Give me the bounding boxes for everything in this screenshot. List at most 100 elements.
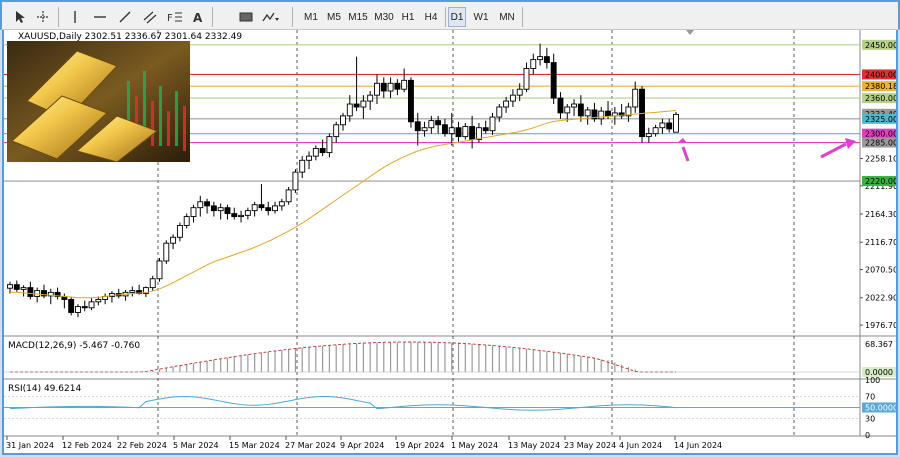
timeframe-m15[interactable]: M15 bbox=[348, 11, 368, 23]
annotation-arrow-head bbox=[845, 138, 856, 149]
candle-body bbox=[421, 127, 428, 132]
candle-body bbox=[496, 106, 503, 118]
chart-shift-marker[interactable] bbox=[686, 30, 694, 35]
price-level-tag[interactable] bbox=[862, 93, 898, 104]
candle-body bbox=[618, 112, 625, 117]
text-icon[interactable]: A bbox=[188, 7, 208, 27]
candle-body bbox=[326, 136, 333, 154]
price-level-tag-label: 2400.00 bbox=[865, 70, 898, 79]
candle-body bbox=[408, 79, 414, 123]
more-shapes-icon[interactable] bbox=[261, 7, 281, 27]
price-level-tag[interactable] bbox=[862, 176, 898, 187]
candle-body bbox=[673, 113, 679, 133]
price-level-tag[interactable] bbox=[862, 69, 898, 80]
candle-body bbox=[149, 278, 156, 289]
price-level-tag[interactable] bbox=[862, 108, 898, 119]
price-level-tag[interactable] bbox=[862, 128, 898, 139]
candle-body bbox=[394, 82, 401, 90]
candle-body bbox=[13, 284, 20, 290]
macd-value-tag bbox=[862, 367, 896, 377]
candle-body bbox=[285, 189, 292, 203]
moving-average-line bbox=[10, 110, 677, 299]
candle-body bbox=[142, 287, 149, 294]
date-axis-label: 5 Mar 2024 bbox=[173, 441, 219, 450]
timeframe-h4[interactable]: H4 bbox=[424, 11, 438, 23]
price-axis-label: 2070.50 bbox=[865, 266, 898, 275]
trendline-icon[interactable] bbox=[115, 7, 135, 27]
chart-window[interactable]: 2258.10 2211.90 2164.30 2116.70 2070.50 2022.… bbox=[2, 30, 898, 455]
rsi-axis-label: 100 bbox=[865, 376, 880, 385]
horizontal-line-icon[interactable] bbox=[90, 7, 110, 27]
candle-body bbox=[441, 124, 448, 135]
candle-body bbox=[448, 127, 455, 135]
candle-body bbox=[197, 201, 204, 209]
timeframe-mn[interactable]: MN bbox=[499, 11, 515, 23]
candle-body bbox=[516, 88, 523, 96]
candle-body bbox=[605, 110, 611, 117]
price-level-tag[interactable] bbox=[862, 81, 898, 92]
candle-body bbox=[251, 204, 258, 212]
fibonacci-icon[interactable]: F bbox=[165, 7, 185, 27]
candle-body bbox=[530, 59, 537, 69]
timeframe-w1[interactable]: W1 bbox=[473, 11, 489, 23]
toolbar-separator bbox=[292, 7, 293, 27]
candle-body bbox=[489, 116, 496, 132]
svg-text:F: F bbox=[167, 13, 173, 24]
candle-body bbox=[231, 213, 238, 218]
price-level-tag-label: 2360.00 bbox=[865, 94, 898, 103]
rectangle-icon[interactable] bbox=[236, 7, 256, 27]
price-level-tag-label: 2220.00 bbox=[865, 177, 898, 186]
timeframe-m5[interactable]: M5 bbox=[327, 11, 341, 23]
candle-body bbox=[374, 82, 380, 96]
candle-body bbox=[625, 106, 632, 117]
timeframe-m30[interactable]: M30 bbox=[374, 11, 394, 23]
candle-body bbox=[41, 290, 47, 297]
candle-body bbox=[258, 204, 265, 209]
price-level-tag[interactable] bbox=[862, 39, 898, 50]
candle-body bbox=[319, 147, 326, 154]
candle-body bbox=[509, 94, 516, 102]
price-level-tag-label: 2380.18 bbox=[865, 82, 898, 91]
rsi-axis-label: 70 bbox=[865, 393, 875, 402]
timeframe-d1[interactable]: D1 bbox=[448, 7, 466, 27]
candle-body bbox=[244, 210, 251, 216]
date-axis-label: 4 Jun 2024 bbox=[619, 441, 662, 450]
date-axis-label: 22 Feb 2024 bbox=[117, 441, 167, 450]
vertical-line-icon[interactable] bbox=[65, 7, 85, 27]
price-level-tag[interactable] bbox=[862, 113, 898, 124]
price-axis-label: 2116.70 bbox=[865, 238, 898, 247]
price-level-tag-label: 2300.00 bbox=[865, 130, 898, 139]
candle-body bbox=[475, 127, 482, 141]
candle-body bbox=[238, 214, 245, 218]
candle-body bbox=[163, 242, 170, 262]
macd-axis-label: 0.0000 bbox=[865, 368, 893, 377]
price-axis-label: 2211.90 bbox=[865, 182, 898, 191]
candle-body bbox=[550, 62, 557, 99]
timeframe-h1[interactable]: H1 bbox=[401, 11, 415, 23]
crosshair-icon[interactable] bbox=[33, 7, 53, 27]
candle-body bbox=[577, 103, 584, 117]
candle-body bbox=[299, 159, 306, 173]
candle-body bbox=[47, 291, 54, 297]
price-level-tag[interactable] bbox=[862, 137, 898, 148]
date-axis-label: 9 Apr 2024 bbox=[340, 441, 384, 450]
candle-body bbox=[27, 287, 34, 297]
channel-icon[interactable] bbox=[140, 7, 160, 27]
symbol-info: XAUUSD,Daily 2302.51 2336.67 2301.64 233… bbox=[18, 32, 242, 42]
candle-body bbox=[659, 122, 666, 129]
cursor-icon[interactable] bbox=[10, 7, 30, 27]
candle-body bbox=[88, 301, 95, 309]
price-level-tag-label: 2450.00 bbox=[865, 41, 898, 50]
rsi-indicator-label: RSI(14) 49.6214 bbox=[8, 384, 81, 394]
candle-body bbox=[360, 100, 367, 108]
toolbar-separator bbox=[58, 7, 59, 27]
price-axis-label: 1976.70 bbox=[865, 321, 898, 330]
timeframe-m1[interactable]: M1 bbox=[304, 11, 318, 23]
candle-body bbox=[81, 306, 88, 309]
candle-body bbox=[557, 97, 564, 114]
candle-body bbox=[503, 100, 510, 108]
candle-body bbox=[340, 115, 346, 126]
macd-text: MACD(12,26,9) -5.467 -0.760 bbox=[8, 341, 141, 351]
candle-body bbox=[428, 120, 435, 129]
symbol-text: XAUUSD,Daily 2302.51 2336.67 2301.64 233… bbox=[18, 32, 243, 42]
